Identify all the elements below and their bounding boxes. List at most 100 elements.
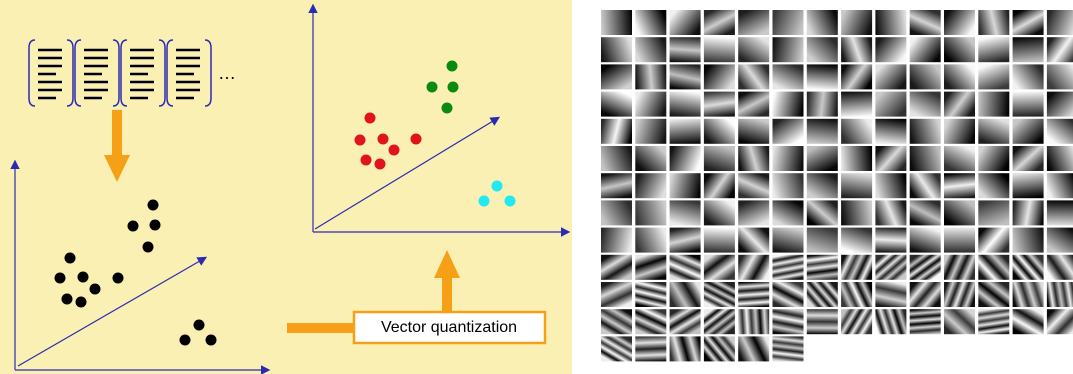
- patch: [944, 309, 975, 334]
- patch: [738, 146, 769, 171]
- patch: [738, 92, 769, 117]
- patch: [773, 10, 804, 35]
- patch: [807, 64, 838, 89]
- patch: [978, 119, 1009, 144]
- patch: [875, 10, 906, 35]
- patch: [841, 10, 872, 35]
- patch: [635, 282, 666, 307]
- box-label: Vector quantization: [381, 319, 517, 336]
- patch: [773, 64, 804, 89]
- patch: [635, 173, 666, 198]
- patch: [807, 200, 838, 225]
- patch: [1047, 119, 1073, 144]
- patch: [773, 200, 804, 225]
- patch: [670, 10, 701, 35]
- patch: [978, 200, 1009, 225]
- patch: [978, 255, 1009, 280]
- patch: [807, 309, 838, 334]
- patch: [635, 200, 666, 225]
- patch: [1013, 228, 1044, 253]
- patch: [875, 146, 906, 171]
- patch: [910, 146, 941, 171]
- patch: [944, 146, 975, 171]
- patch: [875, 92, 906, 117]
- patch: [875, 64, 906, 89]
- patch: [807, 119, 838, 144]
- patch: [670, 146, 701, 171]
- patch: [807, 255, 838, 280]
- patch: [807, 282, 838, 307]
- patch: [875, 282, 906, 307]
- patch: [1047, 10, 1073, 35]
- patch: [910, 119, 941, 144]
- patch: [841, 228, 872, 253]
- patch: [773, 336, 804, 361]
- patch: [841, 255, 872, 280]
- patch: [1047, 228, 1073, 253]
- patch: [635, 119, 666, 144]
- patch: [670, 37, 701, 62]
- patch: [773, 282, 804, 307]
- patch: [807, 173, 838, 198]
- patch: [807, 10, 838, 35]
- patch: [773, 92, 804, 117]
- patch: [704, 119, 735, 144]
- patch: [841, 146, 872, 171]
- patch: [1013, 146, 1044, 171]
- patch: [978, 146, 1009, 171]
- patch: [807, 37, 838, 62]
- patch: [875, 228, 906, 253]
- patch: [875, 119, 906, 144]
- patch: [635, 255, 666, 280]
- patch: [601, 119, 632, 144]
- patch: [773, 119, 804, 144]
- patch: [704, 228, 735, 253]
- patch: [601, 336, 632, 361]
- patch: [635, 228, 666, 253]
- patch: [978, 92, 1009, 117]
- patch: [635, 336, 666, 361]
- patch: [635, 146, 666, 171]
- patch: [773, 309, 804, 334]
- patch: [601, 10, 632, 35]
- patch: [910, 37, 941, 62]
- patch: [875, 173, 906, 198]
- patch: [978, 309, 1009, 334]
- patch: [910, 309, 941, 334]
- patch: [807, 92, 838, 117]
- patch: [773, 173, 804, 198]
- patch: [601, 200, 632, 225]
- patch: [773, 228, 804, 253]
- patch: [910, 64, 941, 89]
- patch: [944, 200, 975, 225]
- patch: [704, 37, 735, 62]
- patch: [601, 64, 632, 89]
- patch: [944, 64, 975, 89]
- patch: [1013, 282, 1044, 307]
- patch: [944, 173, 975, 198]
- patch: [738, 64, 769, 89]
- patch: [944, 92, 975, 117]
- patch: [841, 173, 872, 198]
- patch: [841, 37, 872, 62]
- patch: [875, 37, 906, 62]
- patch: [635, 309, 666, 334]
- patch: [670, 255, 701, 280]
- patch: [1047, 64, 1073, 89]
- patch: [978, 228, 1009, 253]
- patch: [1013, 173, 1044, 198]
- patch: [1047, 146, 1073, 171]
- patch: [910, 228, 941, 253]
- patch: [601, 37, 632, 62]
- patch: [601, 255, 632, 280]
- patch: [1013, 92, 1044, 117]
- patch: [738, 200, 769, 225]
- patch: [704, 336, 735, 361]
- patch: [670, 173, 701, 198]
- patch: [910, 173, 941, 198]
- patch: [841, 64, 872, 89]
- patch: [910, 92, 941, 117]
- patch: [670, 309, 701, 334]
- patch: [635, 37, 666, 62]
- patch: [1013, 64, 1044, 89]
